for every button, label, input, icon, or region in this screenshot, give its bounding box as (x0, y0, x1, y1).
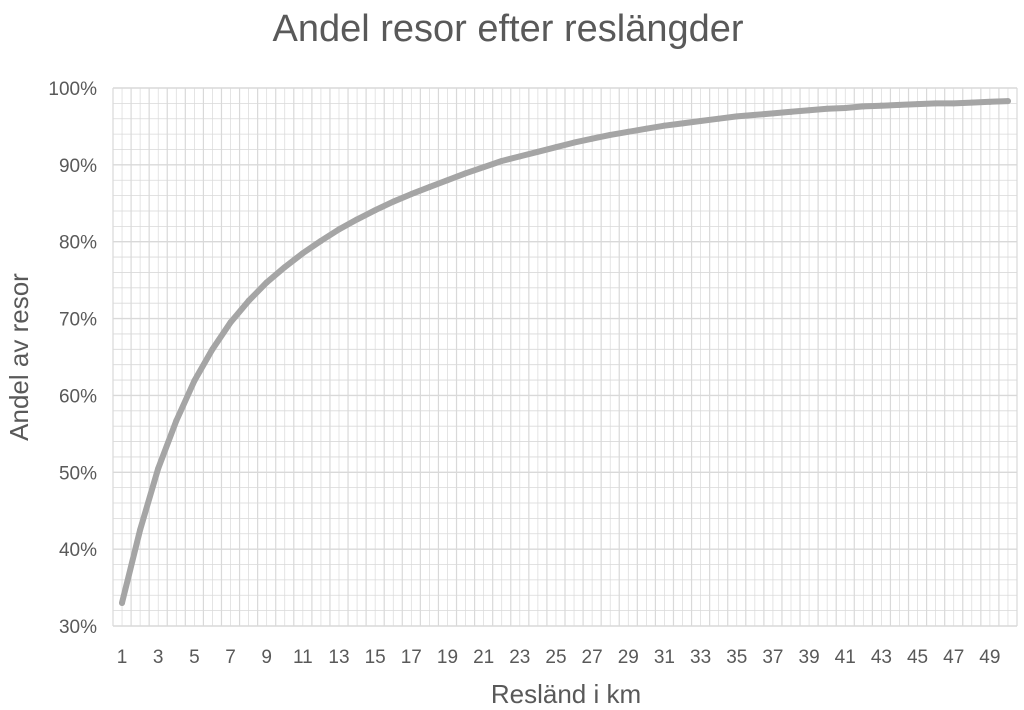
y-tick-label: 40% (59, 540, 97, 561)
data-point (426, 184, 433, 191)
x-tick-label: 9 (261, 647, 272, 668)
data-point (336, 226, 342, 233)
data-point (354, 216, 361, 223)
data-point (534, 148, 541, 155)
x-tick-label: 21 (473, 647, 494, 668)
data-point (245, 297, 252, 304)
data-point (1004, 98, 1011, 105)
y-tick-label: 30% (59, 617, 97, 638)
x-tick-label: 25 (545, 647, 566, 668)
grid (112, 87, 1018, 627)
data-point (155, 465, 162, 472)
series-line (119, 98, 1011, 606)
data-point (372, 207, 379, 214)
data-point (950, 100, 957, 107)
data-point (788, 108, 794, 115)
x-tick-label: 5 (189, 647, 200, 668)
x-tick-label: 49 (979, 647, 1000, 668)
data-point (860, 103, 867, 110)
data-point (643, 125, 650, 132)
x-tick-label: 39 (799, 647, 820, 668)
data-point (751, 111, 758, 118)
x-tick-label: 35 (726, 647, 747, 668)
y-axis-ticks: 30% 40% 50% 60% 70% 80% 90% 100% (48, 79, 97, 638)
data-point (896, 101, 903, 108)
data-point (317, 237, 324, 244)
data-point (462, 170, 469, 177)
y-tick-label: 90% (59, 156, 97, 177)
chart-title: Andel resor efter reslängder (272, 8, 743, 50)
data-point (571, 139, 578, 146)
y-tick-label: 70% (59, 310, 97, 331)
y-tick-label: 80% (59, 233, 97, 254)
y-tick-label: 50% (59, 463, 97, 484)
data-point (299, 250, 306, 257)
x-tick-label: 1 (117, 647, 128, 668)
x-tick-label: 47 (943, 647, 964, 668)
data-point (552, 144, 559, 151)
data-point (607, 131, 614, 138)
x-tick-label: 31 (654, 647, 675, 668)
data-point (263, 279, 270, 286)
x-tick-label: 11 (293, 647, 313, 668)
data-point (625, 128, 632, 135)
x-tick-label: 43 (871, 647, 892, 668)
x-tick-label: 17 (401, 647, 422, 668)
data-point (281, 264, 288, 271)
x-tick-label: 27 (582, 647, 603, 668)
x-tick-label: 45 (907, 647, 928, 668)
x-tick-label: 19 (437, 647, 458, 668)
data-point (697, 118, 704, 125)
x-axis-ticks: 1 3 5 7 9 11 13 15 17 19 21 23 25 27 29 31 33 35 37 39 41 43 4… (117, 647, 1001, 668)
data-point (589, 135, 596, 142)
x-tick-label: 7 (225, 647, 236, 668)
data-point (769, 110, 776, 117)
data-point (986, 98, 993, 105)
x-tick-label: 33 (690, 647, 711, 668)
data-point (498, 158, 505, 165)
data-point (842, 104, 849, 111)
x-tick-label: 23 (509, 647, 530, 668)
data-point (679, 120, 686, 127)
data-point (390, 198, 397, 205)
data-point (824, 105, 831, 112)
data-point (878, 102, 885, 109)
y-tick-label: 100% (48, 79, 97, 100)
data-point (715, 115, 722, 122)
data-point (914, 101, 921, 108)
data-point (137, 526, 144, 533)
data-point (444, 177, 451, 184)
x-axis-label: Resländ i km (491, 679, 641, 709)
y-tick-label: 60% (59, 386, 97, 407)
x-tick-label: 41 (835, 647, 856, 668)
series-group (119, 98, 1011, 606)
data-point (806, 107, 813, 114)
data-point (661, 122, 668, 129)
data-point (480, 164, 487, 171)
data-point (173, 417, 180, 424)
data-point (733, 113, 740, 120)
data-point (227, 319, 234, 326)
x-tick-label: 15 (365, 647, 386, 668)
data-point (516, 153, 523, 160)
y-axis-label: Andel av resor (4, 273, 34, 441)
data-point (209, 346, 216, 353)
data-point (191, 377, 198, 384)
data-point (968, 99, 975, 106)
x-tick-label: 29 (618, 647, 639, 668)
data-point (408, 191, 415, 198)
x-tick-label: 37 (762, 647, 783, 668)
data-point (932, 100, 939, 107)
x-tick-label: 13 (328, 647, 349, 668)
data-point (119, 599, 126, 606)
x-tick-label: 3 (153, 647, 164, 668)
